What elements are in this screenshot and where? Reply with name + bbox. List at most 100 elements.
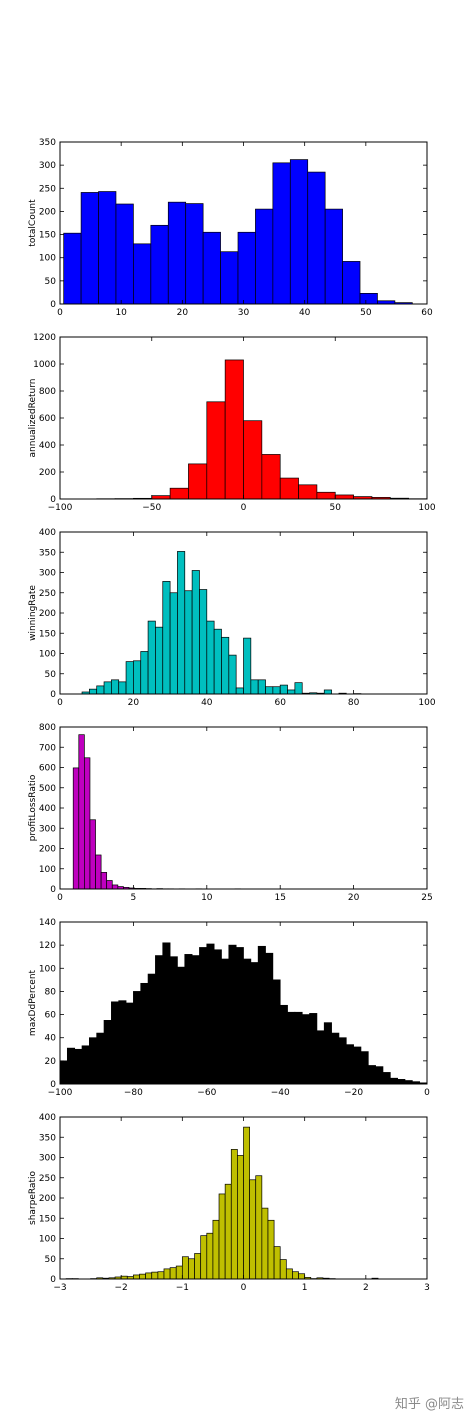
histogram-bar: [145, 1272, 153, 1280]
y-tick-label: 300: [39, 1154, 56, 1164]
histogram-bar: [169, 487, 189, 500]
x-tick-label: 20: [128, 698, 140, 708]
x-tick-label: −20: [344, 1088, 363, 1098]
y-tick-label: 20: [45, 1057, 57, 1067]
x-tick-label: 50: [330, 503, 342, 513]
y-axis-label: maxDdPercent: [28, 969, 38, 1036]
histogram-bar: [360, 1051, 369, 1085]
y-tick-label: 800: [39, 723, 56, 733]
histogram-bar: [188, 463, 208, 500]
histogram-sharpe-ratio: −3 −2 −1 0 1 2 3 0 50 100 150 200 250 300 350 400 sharpe…: [28, 1113, 430, 1293]
histogram-bar: [218, 1193, 226, 1280]
histogram-bar: [162, 942, 171, 1085]
histogram-bar: [224, 359, 244, 500]
histogram-bar: [111, 1001, 120, 1085]
histogram-bar: [289, 159, 309, 305]
histogram-bar: [228, 654, 237, 695]
x-tick-label: 1: [302, 1283, 308, 1293]
histogram-bar: [309, 1013, 318, 1085]
y-tick-label: 300: [39, 824, 56, 834]
histogram-bar: [338, 1037, 347, 1085]
y-tick-label: 0: [50, 300, 56, 310]
histogram-bar: [324, 208, 343, 305]
histogram-bar: [95, 854, 102, 890]
histogram-bar: [103, 681, 112, 695]
y-tick-label: 250: [39, 184, 56, 194]
histogram-bar: [157, 1271, 165, 1280]
histogram-bar: [265, 686, 274, 695]
histogram-bar: [353, 1046, 362, 1085]
y-tick-label: 400: [39, 804, 56, 814]
histogram-bar: [59, 1060, 68, 1085]
y-tick-label: 350: [39, 1133, 56, 1143]
x-tick-label: 40: [201, 698, 213, 708]
histogram-bar: [100, 872, 108, 890]
histogram-total-count: 0 10 20 30 40 50 60 0 50 100 150 200 250 300 350 totalC…: [28, 138, 433, 318]
histogram-bar: [367, 1065, 376, 1085]
y-tick-label: 0: [50, 1275, 56, 1285]
y-tick-label: 0: [50, 495, 56, 505]
histogram-bar: [98, 191, 117, 305]
histogram-bar: [194, 1253, 202, 1280]
histogram-bar: [397, 1079, 406, 1085]
histogram-bar: [169, 956, 178, 1085]
y-tick-label: 1200: [33, 333, 56, 343]
y-tick-label: 50: [45, 670, 57, 680]
y-tick-label: 60: [45, 1011, 57, 1021]
histogram-bar: [294, 1011, 303, 1085]
histogram-bar: [163, 1268, 171, 1280]
histogram-bar: [184, 954, 193, 1085]
y-tick-label: 100: [39, 964, 56, 974]
y-tick-label: 100: [39, 650, 56, 660]
histogram-bar: [331, 1032, 340, 1085]
histogram-bar: [375, 1066, 384, 1085]
histogram-bar: [133, 991, 142, 1085]
histogram-bar: [279, 1259, 287, 1280]
histogram-bar: [81, 1045, 90, 1085]
histogram-bar: [404, 1080, 413, 1085]
x-tick-label: −3: [53, 1283, 66, 1293]
y-axis-label: annualizedReturn: [28, 379, 38, 458]
histogram-bar: [175, 1265, 183, 1280]
y-tick-label: 250: [39, 589, 56, 599]
histogram-bar: [261, 454, 281, 500]
histogram-bar: [167, 201, 187, 305]
y-tick-label: 300: [39, 569, 56, 579]
histogram-bar: [177, 966, 186, 1085]
histogram-bar: [255, 208, 274, 305]
histogram-bar: [133, 243, 152, 305]
y-tick-label: 600: [39, 764, 56, 774]
histogram-bar: [213, 628, 222, 695]
x-tick-label: −50: [142, 503, 161, 513]
histogram-bar: [279, 684, 288, 695]
histogram-bar: [316, 491, 336, 500]
y-tick-label: 300: [39, 161, 56, 171]
x-tick-label: 0: [57, 698, 63, 708]
x-tick-label: 60: [421, 308, 433, 318]
x-tick-label: 0: [241, 503, 247, 513]
histogram-bar: [200, 1235, 208, 1280]
histogram-bar: [63, 232, 82, 305]
histogram-bar: [191, 955, 200, 1085]
x-tick-label: 0: [424, 1088, 430, 1098]
histogram-bar: [125, 1002, 134, 1085]
histogram-bar: [139, 1273, 146, 1280]
x-tick-label: 10: [115, 308, 127, 318]
y-tick-label: 600: [39, 414, 56, 424]
y-tick-label: 500: [39, 784, 56, 794]
histogram-bar: [213, 949, 222, 1085]
y-tick-label: 120: [39, 941, 56, 951]
y-tick-label: 400: [39, 1113, 56, 1123]
axes-frame: [59, 921, 428, 1085]
histogram-bar: [181, 1256, 189, 1280]
x-tick-label: 20: [348, 893, 360, 903]
histogram-bar: [250, 679, 259, 695]
histogram-bar: [221, 958, 230, 1085]
y-tick-label: 50: [45, 277, 57, 287]
histogram-winning-rate: 0 20 40 60 80 100 0 50 100 150 200 250 300 350 400 winn…: [28, 528, 436, 708]
histogram-bar: [103, 1020, 112, 1085]
histogram-bar: [298, 484, 318, 500]
x-tick-label: 5: [131, 893, 137, 903]
x-tick-label: 60: [274, 698, 286, 708]
y-tick-label: 350: [39, 138, 56, 148]
